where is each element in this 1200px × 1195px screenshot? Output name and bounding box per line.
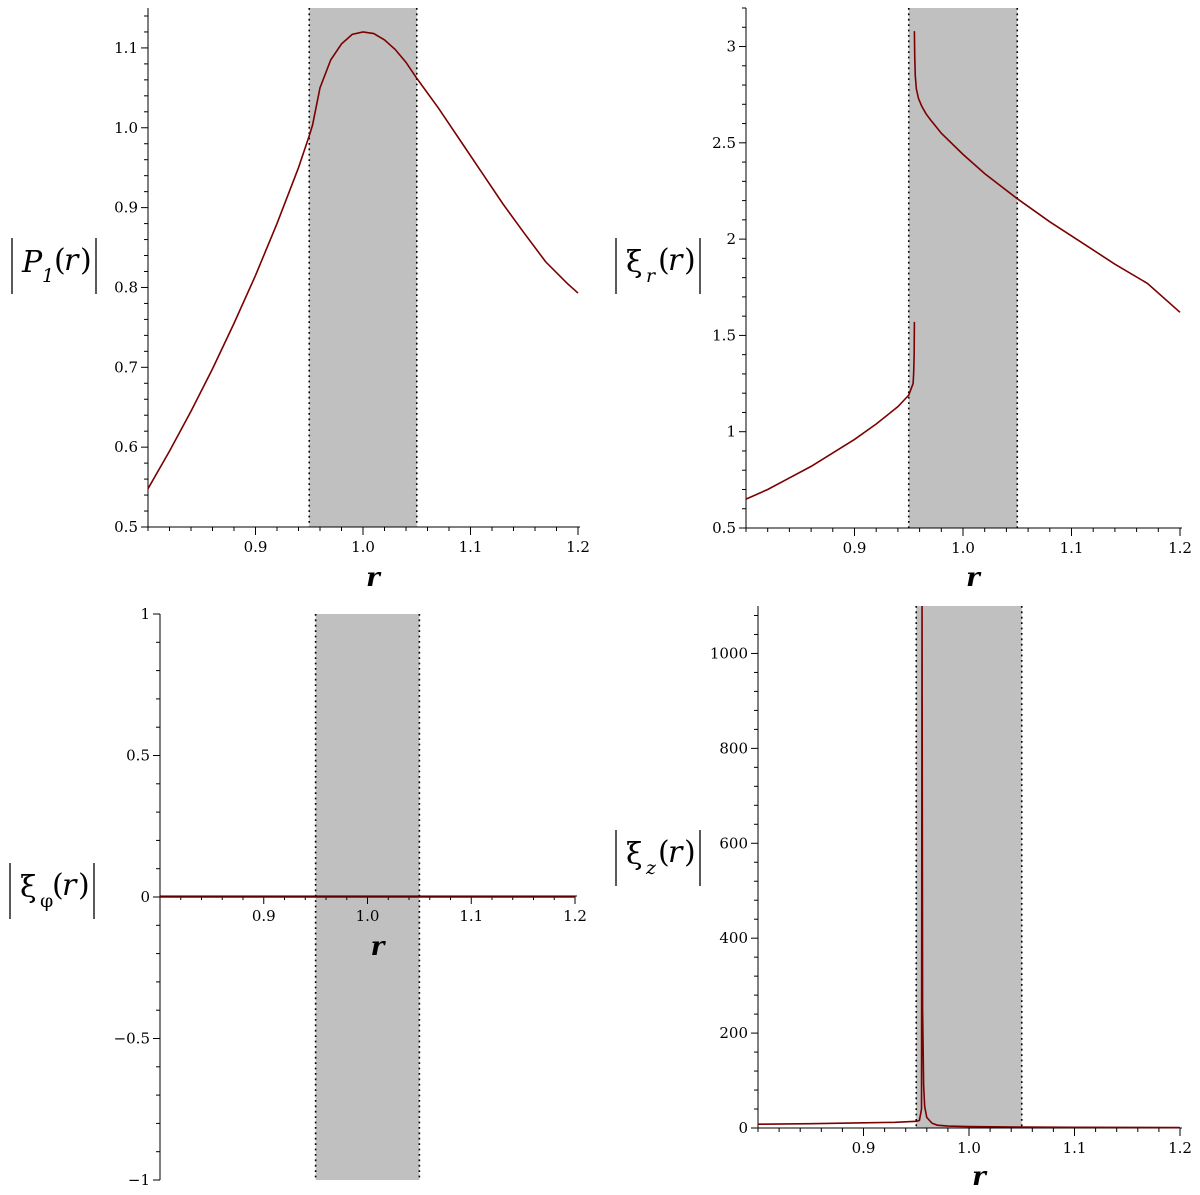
paren-close: ) — [78, 868, 90, 903]
y-tick-label: 2.5 — [712, 134, 736, 152]
shaded-region — [908, 8, 1018, 528]
paren-open: ( — [54, 243, 66, 278]
shaded-region — [309, 8, 417, 527]
x-axis-label: r — [371, 932, 387, 962]
series-line-0 — [147, 31, 579, 490]
y-tick-label: 0.5 — [114, 518, 138, 536]
y-label-argument: r — [62, 868, 78, 903]
x-tick-label: 1.0 — [951, 539, 975, 557]
y-tick-label: 0.5 — [712, 519, 736, 537]
x-tick-label: 1.2 — [563, 907, 587, 925]
series-line-0 — [745, 321, 916, 500]
y-label-symbol: ξ — [20, 870, 37, 905]
x-tick-label: 0.9 — [244, 538, 268, 556]
y-label-argument: r — [64, 243, 80, 278]
series-line-0 — [757, 605, 1181, 1129]
y-tick-label: 1000 — [710, 644, 748, 662]
paren-close: ) — [684, 835, 696, 870]
y-label-subscript: r — [646, 265, 657, 287]
y-axis-label: ξ φ(r) — [9, 863, 95, 919]
y-label-symbol: ξ — [626, 837, 643, 872]
y-label-subscript: φ — [40, 890, 53, 912]
y-tick-label: 0.5 — [126, 747, 150, 765]
series-line-1 — [913, 31, 1181, 313]
x-tick-label: 1.1 — [1060, 539, 1084, 557]
paren-close: ) — [684, 243, 696, 278]
y-tick-label: 800 — [719, 739, 748, 757]
x-tick-label: 0.9 — [843, 539, 867, 557]
y-tick-label: −0.5 — [114, 1030, 150, 1048]
y-tick-label: 600 — [719, 834, 748, 852]
x-tick-label: 1.0 — [351, 538, 375, 556]
y-tick-label: 1.5 — [712, 326, 736, 344]
y-tick-label: −1 — [128, 1171, 150, 1189]
x-tick-label: 0.9 — [252, 907, 276, 925]
y-axis-label: ξ r (r) — [615, 238, 701, 294]
y-label-symbol: ξ — [626, 245, 643, 280]
x-tick-label: 1.0 — [356, 907, 380, 925]
x-tick-label: 1.1 — [459, 907, 483, 925]
y-tick-label: 0.7 — [114, 358, 138, 376]
shaded-region — [916, 606, 1022, 1128]
y-tick-label: 0 — [140, 888, 150, 906]
y-label-subscript: 1 — [42, 265, 54, 287]
y-tick-label: 1.1 — [114, 39, 138, 57]
x-tick-label: 1.2 — [1168, 1139, 1192, 1157]
y-label-argument: r — [668, 835, 684, 870]
y-tick-label: 3 — [726, 38, 736, 56]
y-axis-label: P 1 (r) — [11, 238, 97, 294]
x-axis-label: r — [966, 563, 982, 593]
paren-open: ( — [658, 835, 670, 870]
panel-top-left: 0.9 1.0 1.1 1.20.50.60.70.80.91.01.1rP 1 (r) — [11, 8, 590, 593]
x-tick-label: 1.2 — [1168, 539, 1192, 557]
y-tick-label: 200 — [719, 1024, 748, 1042]
y-tick-label: 0 — [738, 1119, 748, 1137]
x-tick-label: 1.0 — [957, 1139, 981, 1157]
y-tick-label: 1 — [140, 605, 150, 623]
y-label-subscript: z — [645, 857, 657, 879]
x-tick-label: 0.9 — [852, 1139, 876, 1157]
y-tick-label: 2 — [726, 230, 736, 248]
x-tick-label: 1.1 — [1063, 1139, 1087, 1157]
paren-open: ( — [658, 243, 670, 278]
y-tick-label: 400 — [719, 929, 748, 947]
y-label-symbol: P — [21, 245, 43, 280]
x-axis-label: r — [972, 1162, 988, 1192]
y-tick-label: 1 — [726, 423, 736, 441]
y-tick-label: 0.6 — [114, 438, 138, 456]
y-tick-label: 1.0 — [114, 119, 138, 137]
y-axis-label: ξ z (r) — [615, 830, 701, 886]
x-axis-label: r — [366, 563, 382, 593]
x-tick-label: 1.1 — [459, 538, 483, 556]
y-tick-label: 0.9 — [114, 199, 138, 217]
x-tick-label: 1.2 — [566, 538, 590, 556]
paren-open: ( — [52, 868, 64, 903]
paren-close: ) — [80, 243, 92, 278]
y-tick-label: 0.8 — [114, 278, 138, 296]
y-label-argument: r — [668, 243, 684, 278]
